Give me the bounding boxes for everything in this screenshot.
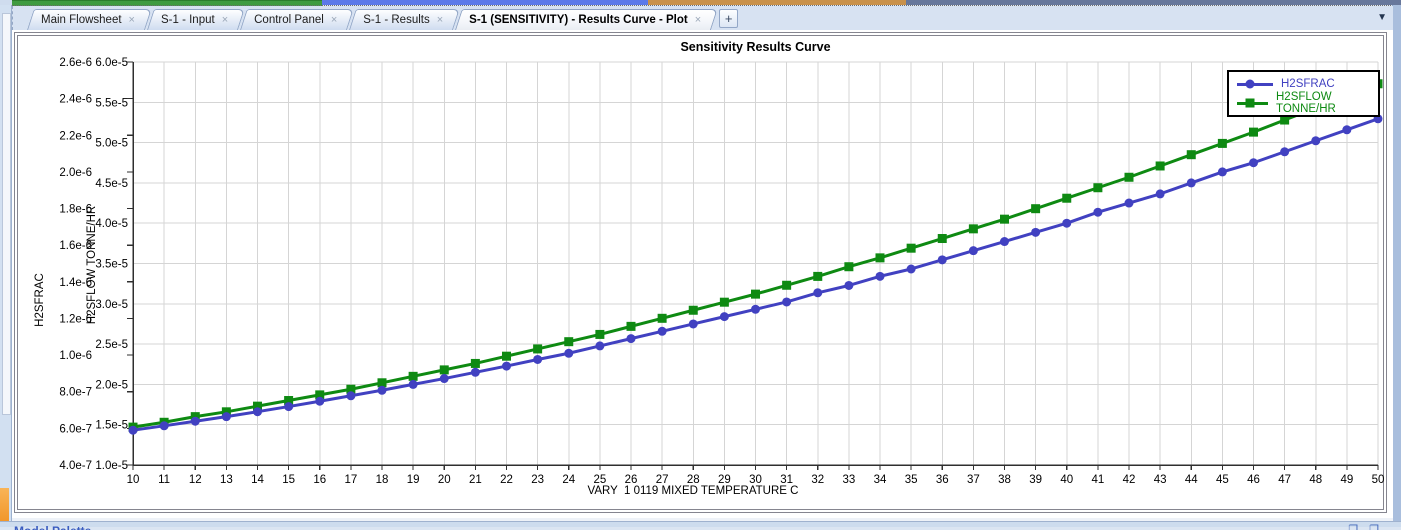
left-orange-fragment [0,488,9,530]
left-axis-title: H2SFRAC [34,273,46,327]
fragment-orange [648,0,906,5]
fragment-blue [322,0,648,5]
legend-label: H2SFRAC [1281,78,1335,90]
fragment-green [12,0,322,6]
tab-label: Control Panel [254,13,324,26]
tab-close-icon[interactable]: × [694,13,702,26]
statusbar-gap [12,518,1393,521]
focus-dotted-border [0,5,1401,6]
x-axis-title: VARY 1 0119 MIXED TEMPERATURE C [587,485,799,497]
tab-label: S-1 - Input [160,13,215,26]
model-palette-label[interactable]: Model Palette [14,524,91,530]
top-window-fragments [0,0,1401,6]
chart-title: Sensitivity Results Curve [680,40,831,54]
tab-overflow-dropdown-icon[interactable]: ▼ [1377,12,1387,23]
new-tab-button[interactable]: + [719,9,739,28]
tab-close-icon[interactable]: × [330,13,338,26]
left-panel-edge [0,5,12,530]
legend-line [1237,79,1273,89]
tab-main-flowsheet[interactable]: Main Flowsheet × [27,9,145,30]
tab-content-panel [12,30,1393,518]
square-marker-icon [1245,98,1255,108]
statusbar-bottom [0,527,1401,530]
tab-s-1-input[interactable]: S-1 - Input × [147,9,238,30]
tab-s-1-results[interactable]: S-1 - Results × [349,9,453,30]
legend-line [1237,98,1268,108]
statusbar-icons[interactable]: ❐ ❐ [1348,524,1383,530]
legend-label: H2SFLOW TONNE/HR [1276,91,1336,115]
tab-label: S-1 (SENSITIVITY) - Results Curve - Plot [469,13,688,26]
fragment-slate [906,0,1401,5]
circle-marker-icon [1245,79,1255,89]
legend-item: H2SFLOW TONNE/HR [1237,91,1378,115]
tab-label: Main Flowsheet [41,13,122,26]
right-panel-edge [1392,5,1401,530]
left-panel-scroll-edge[interactable] [2,13,11,415]
legend-item: H2SFRAC [1237,76,1378,92]
tab-s-1-sensitivity-results-curve-plot[interactable]: S-1 (SENSITIVITY) - Results Curve - Plot… [455,9,711,30]
chart-legend: H2SFRAC H2SFLOW TONNE/HR [1227,70,1380,117]
flow-axis-title: H2SFLOW TONNE/HR [86,205,98,325]
tab-label: S-1 - Results [363,13,430,26]
tab-control-panel[interactable]: Control Panel × [240,9,347,30]
plot-canvas [17,35,1384,510]
tab-close-icon[interactable]: × [221,13,229,26]
plot-frame [14,32,1387,513]
tab-close-icon[interactable]: × [128,13,135,26]
tab-close-icon[interactable]: × [436,13,444,26]
tab-bar: Main Flowsheet × S-1 - Input × Control Panel… [12,6,1393,30]
